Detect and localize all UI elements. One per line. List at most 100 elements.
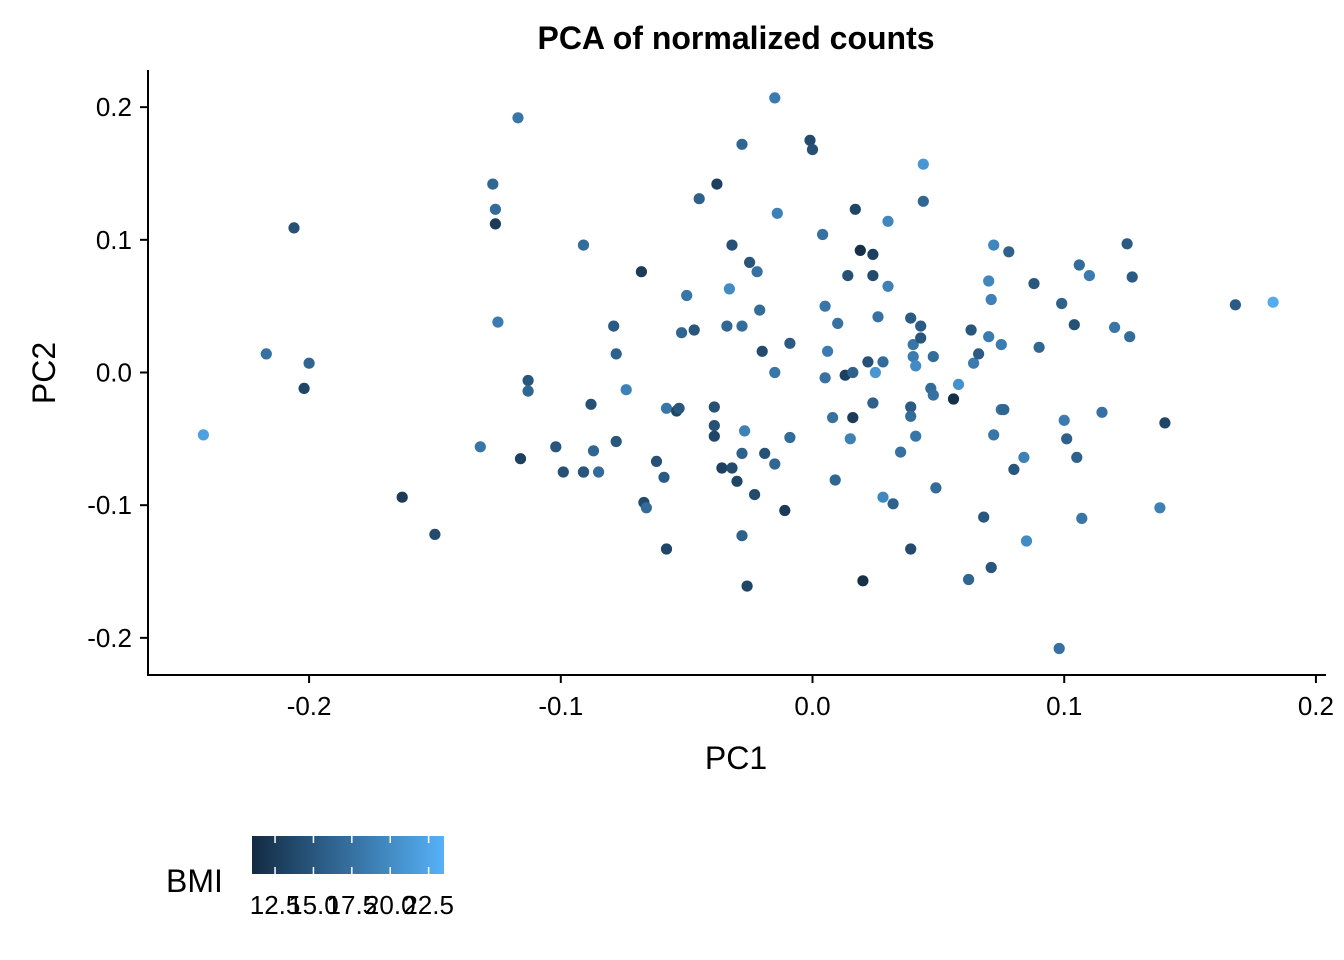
data-point [1020, 535, 1033, 547]
data-point [832, 317, 844, 329]
x-tick-label: 0.1 [1046, 691, 1082, 721]
data-point [550, 441, 562, 453]
x-tick-label: -0.2 [287, 691, 332, 721]
data-point [640, 502, 653, 514]
data-point [522, 374, 534, 387]
data-point [1073, 259, 1085, 271]
data-point [1053, 642, 1065, 655]
data-point [708, 401, 720, 413]
data-point [968, 357, 980, 369]
data-point [1096, 406, 1108, 418]
data-point [917, 195, 929, 207]
data-point [489, 203, 501, 215]
bmi-colorbar-legend: BMI 12.515.017.520.022.5 [166, 836, 454, 920]
data-point [847, 412, 859, 424]
data-point [917, 158, 929, 170]
data-point [751, 266, 763, 278]
colorbar-tick-label: 12.5 [250, 890, 301, 920]
data-point [771, 207, 783, 219]
data-point [985, 561, 997, 574]
data-point [522, 385, 534, 397]
data-point [769, 92, 781, 104]
data-point [867, 248, 879, 260]
data-point [711, 178, 723, 190]
data-point [910, 430, 922, 442]
data-point [867, 270, 879, 282]
data-point [736, 447, 748, 459]
data-point [998, 404, 1010, 416]
data-point [905, 312, 917, 324]
data-point [1008, 463, 1020, 475]
colorbar-tick-label: 22.5 [403, 890, 454, 920]
data-point [1159, 417, 1171, 429]
x-tick-label: 0.0 [794, 691, 830, 721]
data-point [693, 193, 705, 205]
data-point [905, 410, 917, 422]
data-point [877, 491, 889, 503]
data-point [862, 356, 874, 368]
data-point [429, 528, 441, 541]
data-point [736, 530, 748, 542]
chart-title: PCA of normalized counts [537, 20, 934, 56]
data-point [905, 401, 917, 413]
data-point [716, 462, 728, 474]
data-point [1033, 341, 1045, 353]
data-point [731, 475, 743, 487]
data-point [676, 327, 688, 339]
data-point [577, 466, 590, 478]
data-point [988, 239, 1000, 251]
x-tick-label: -0.1 [538, 691, 583, 721]
data-point [842, 270, 854, 282]
data-point [577, 239, 590, 251]
data-point [769, 366, 781, 379]
data-point [915, 332, 927, 344]
data-point [854, 244, 866, 256]
data-point [1071, 451, 1083, 463]
data-point [844, 433, 856, 445]
x-axis-ticks: -0.2 -0.1 0.0 0.1 0.2 [287, 675, 1334, 721]
data-point [754, 304, 766, 316]
colorbar [252, 836, 444, 874]
data-point [985, 293, 997, 306]
data-point [1003, 246, 1015, 258]
data-point [492, 316, 504, 328]
data-point [593, 466, 605, 478]
data-point [887, 498, 899, 510]
data-point [739, 425, 751, 437]
data-point [847, 366, 859, 379]
data-point [514, 453, 527, 465]
data-point [608, 320, 620, 332]
data-point [557, 466, 569, 478]
data-point [872, 311, 884, 323]
data-point [869, 366, 882, 379]
data-point [736, 138, 748, 150]
data-point [819, 372, 831, 384]
data-point [995, 339, 1007, 351]
colorbar-tick-label: 15.0 [288, 890, 339, 920]
data-point [1028, 278, 1040, 290]
data-point [963, 573, 975, 586]
data-point [983, 331, 995, 343]
data-point [882, 280, 894, 292]
data-point [658, 471, 670, 483]
data-point [660, 402, 673, 414]
y-tick-label: 0.2 [96, 92, 132, 122]
data-point [822, 345, 834, 357]
data-point [620, 384, 632, 396]
data-point [512, 112, 524, 124]
data-point [817, 228, 829, 241]
data-point [867, 397, 879, 409]
data-point [288, 222, 300, 234]
data-point [726, 239, 738, 251]
data-point [1126, 271, 1138, 283]
y-tick-label: 0.1 [96, 225, 132, 255]
data-point [688, 324, 700, 336]
data-point [877, 356, 889, 368]
data-point [587, 445, 600, 457]
data-point [769, 458, 781, 470]
data-point [396, 491, 408, 503]
data-point [806, 144, 819, 156]
data-point [907, 351, 919, 363]
data-point [1058, 414, 1070, 426]
data-point [298, 382, 310, 394]
